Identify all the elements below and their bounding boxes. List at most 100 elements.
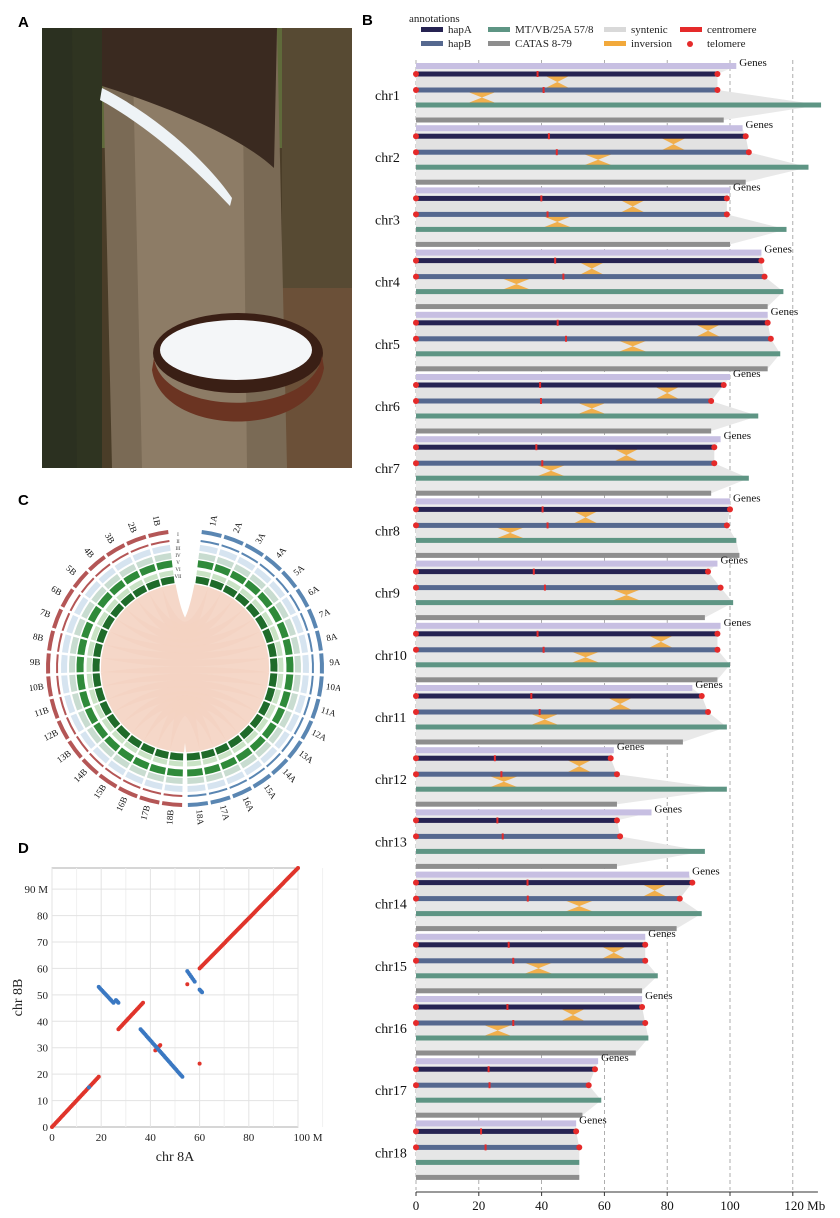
circos-track-5 <box>90 625 101 641</box>
track-label: III <box>176 547 181 552</box>
circos-track-5 <box>274 641 283 657</box>
circos-track-5 <box>231 741 247 754</box>
genes-label: Genes <box>771 306 799 318</box>
circos-track-2 <box>199 544 218 555</box>
hapB-bar <box>416 1020 646 1026</box>
circos-chrom-label: 11B <box>33 705 50 719</box>
inversion-0 <box>566 649 605 665</box>
catas-bar <box>416 1050 636 1056</box>
panel-label-c: C <box>18 492 29 509</box>
circos-track-0 <box>271 758 289 776</box>
circos-track-4 <box>197 560 214 571</box>
circos-chrom-label: 6A <box>306 583 321 597</box>
circos-track-2 <box>61 654 68 673</box>
circos-track-3 <box>81 601 95 619</box>
catas-bar <box>416 615 705 621</box>
circos-track-4 <box>279 690 291 708</box>
synteny-link <box>101 644 269 667</box>
telomere-2 <box>413 1020 419 1026</box>
telomere-0 <box>413 71 419 77</box>
telomere-2 <box>413 460 419 467</box>
dot-point <box>158 1043 163 1048</box>
legend-swatch-5 <box>604 41 626 46</box>
chromosome-chr17: Genes chr17 <box>375 1052 629 1118</box>
circos-track-6 <box>264 687 276 702</box>
hapB-bar <box>416 771 617 777</box>
centromere-a <box>496 817 499 824</box>
circos-track-0 <box>295 588 310 608</box>
circos-track-2 <box>84 581 101 599</box>
gene-density-track <box>416 747 614 754</box>
hapA-bar <box>416 1128 577 1134</box>
circos-track-3 <box>104 573 121 590</box>
circos-track-1 <box>229 779 248 789</box>
telomere-3 <box>705 709 712 715</box>
circos-track-6 <box>94 687 106 702</box>
inversion-0 <box>525 712 564 727</box>
mt-bar <box>416 1159 580 1165</box>
syntenic-ribbon-bm <box>416 898 702 914</box>
legend-swatch-6 <box>680 27 702 32</box>
syntenic-ribbon-mc <box>416 789 727 805</box>
hapB-bar <box>416 585 721 591</box>
syntenic-ribbon-bm <box>416 836 705 852</box>
mt-bar <box>416 413 759 419</box>
circos-track-6 <box>116 725 131 740</box>
mt-bar <box>416 475 749 481</box>
circos-track-2 <box>66 614 79 634</box>
circos-chrom-label: 6B <box>49 584 63 598</box>
circos-track-3 <box>119 563 137 578</box>
circos-track-2 <box>302 654 309 673</box>
circos-track-0 <box>287 740 303 759</box>
centromere-b <box>555 149 558 156</box>
genes-label: Genes <box>733 492 761 504</box>
telomere-2 <box>413 211 419 218</box>
centromere-a <box>532 568 535 575</box>
mt-bar <box>416 1097 602 1103</box>
circos-track-0 <box>187 801 209 807</box>
centromere-b <box>539 398 542 404</box>
legend-swatch-2 <box>488 27 510 32</box>
gene-density-track <box>416 871 690 878</box>
circos-track-6 <box>200 748 216 759</box>
circos-track-4 <box>257 591 273 609</box>
hapA-bar <box>416 755 611 761</box>
telomere-2 <box>413 149 419 156</box>
mt-bar <box>416 102 822 108</box>
circos-track-0 <box>223 534 244 546</box>
telomere-3 <box>613 771 620 778</box>
dot-point <box>180 1074 185 1079</box>
circos-chrom-label: 2B <box>126 521 139 534</box>
circos-track-3 <box>223 764 241 777</box>
dot-point <box>116 1000 121 1005</box>
circos-track-0 <box>56 720 70 740</box>
circos-track-4 <box>285 656 294 673</box>
circos-track-1 <box>303 696 311 716</box>
circos-track-2 <box>281 596 296 616</box>
telomere-1 <box>758 257 765 264</box>
circos-track-2 <box>61 675 70 694</box>
circos-track-3 <box>268 726 284 744</box>
legend-label-4: syntenic <box>631 24 668 36</box>
syntenic-ribbon-bm <box>416 712 727 727</box>
chromosome-chr13: Genes chr13 <box>375 803 705 869</box>
syntenic-ribbon-bm <box>416 525 737 541</box>
hapA-bar <box>416 1004 643 1010</box>
circos-track-1 <box>150 539 170 546</box>
centromere-b <box>484 1144 487 1151</box>
centromere-b <box>542 646 545 653</box>
circos-track-3 <box>294 655 301 673</box>
circos-chrom-label: 5B <box>64 563 78 577</box>
syntenic-ribbon-ab <box>416 1007 646 1023</box>
circos-track-6 <box>239 725 254 740</box>
circos-track-5 <box>168 760 184 767</box>
genes-label: Genes <box>579 1114 607 1126</box>
circos-track-3 <box>216 556 235 569</box>
circos-track-5 <box>211 573 227 584</box>
circos-chrom-label: 11A <box>320 705 338 719</box>
chromosome-chr4: Genes chr4 <box>375 244 792 310</box>
chromosome-chr14: Genes chr14 <box>375 866 720 932</box>
circos-track-1 <box>89 752 104 768</box>
circos-chrom-label: 16B <box>114 795 129 813</box>
